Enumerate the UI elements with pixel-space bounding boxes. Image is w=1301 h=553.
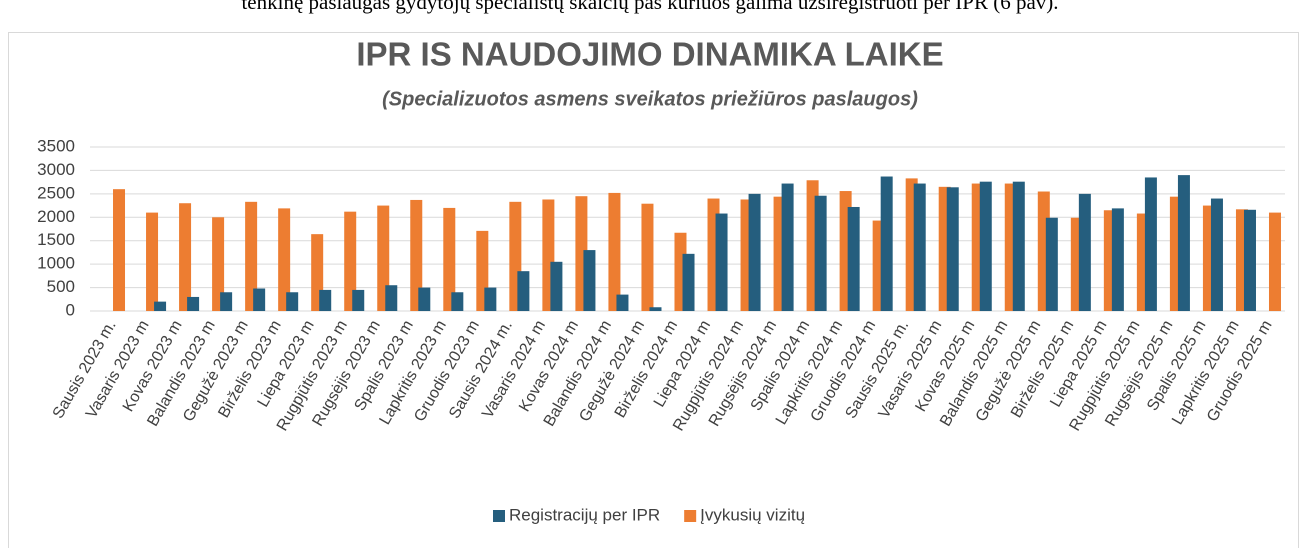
- bar: [608, 192, 621, 311]
- y-tick-label: 2500: [37, 183, 75, 202]
- bar: [583, 250, 596, 311]
- bar: [319, 289, 332, 311]
- bar: [781, 183, 794, 311]
- legend-swatch: [493, 510, 505, 522]
- bar: [484, 287, 497, 311]
- bar: [641, 203, 654, 311]
- bar: [352, 289, 365, 311]
- y-tick-label: 0: [66, 300, 75, 319]
- legend: Registracijų per IPR Įvykusių vizitų: [493, 505, 805, 524]
- bar: [451, 292, 464, 311]
- legend-label: Registracijų per IPR: [509, 505, 660, 524]
- y-tick-label: 1500: [37, 230, 75, 249]
- bar: [179, 203, 192, 311]
- bar: [1045, 217, 1058, 311]
- bar: [278, 208, 291, 311]
- bar: [616, 294, 629, 311]
- bar: [550, 261, 563, 311]
- bar: [385, 285, 398, 311]
- bar: [649, 307, 662, 311]
- y-tick-label: 2000: [37, 207, 75, 226]
- bar: [1268, 212, 1281, 311]
- text-above: tenkinę paslaugas gydytojų specialistų s…: [241, 0, 1058, 14]
- legend-label: Įvykusių vizitų: [700, 505, 805, 524]
- bar: [1210, 198, 1223, 311]
- legend-swatch: [684, 510, 697, 522]
- bar: [220, 292, 233, 311]
- bar: [113, 189, 126, 311]
- bar: [154, 301, 167, 311]
- bar: [847, 206, 860, 311]
- chart-title: IPR IS NAUDOJIMO DINAMIKA LAIKE: [356, 36, 943, 73]
- bar: [682, 253, 695, 311]
- chart-subtitle: (Specializuotos asmens sveikatos priežiū…: [382, 88, 918, 110]
- bar: [245, 201, 258, 311]
- bar: [344, 211, 357, 311]
- bar: [187, 296, 200, 311]
- bar: [880, 176, 893, 311]
- bar: [1243, 209, 1256, 311]
- bar: [814, 195, 827, 311]
- bar: [748, 193, 761, 311]
- bar: [517, 271, 530, 311]
- bar: [146, 212, 159, 311]
- bar: [377, 205, 390, 311]
- y-tick-label: 500: [47, 277, 75, 296]
- y-tick-label: 3000: [37, 160, 75, 179]
- bar: [715, 213, 728, 311]
- bar: [410, 199, 423, 311]
- bar: [418, 287, 431, 311]
- y-tick-label: 1000: [37, 254, 75, 273]
- y-tick-label: 3500: [37, 136, 75, 155]
- bar: [1012, 181, 1025, 311]
- bar: [1111, 208, 1124, 311]
- bar: [946, 187, 959, 311]
- bar: [212, 217, 225, 311]
- bar: [1177, 175, 1190, 311]
- bar: [253, 288, 266, 311]
- bar: [1144, 177, 1157, 311]
- bar: [286, 292, 299, 311]
- bar: [979, 181, 992, 311]
- bar: [443, 207, 456, 311]
- bar: [913, 183, 926, 311]
- bar: [1078, 193, 1091, 311]
